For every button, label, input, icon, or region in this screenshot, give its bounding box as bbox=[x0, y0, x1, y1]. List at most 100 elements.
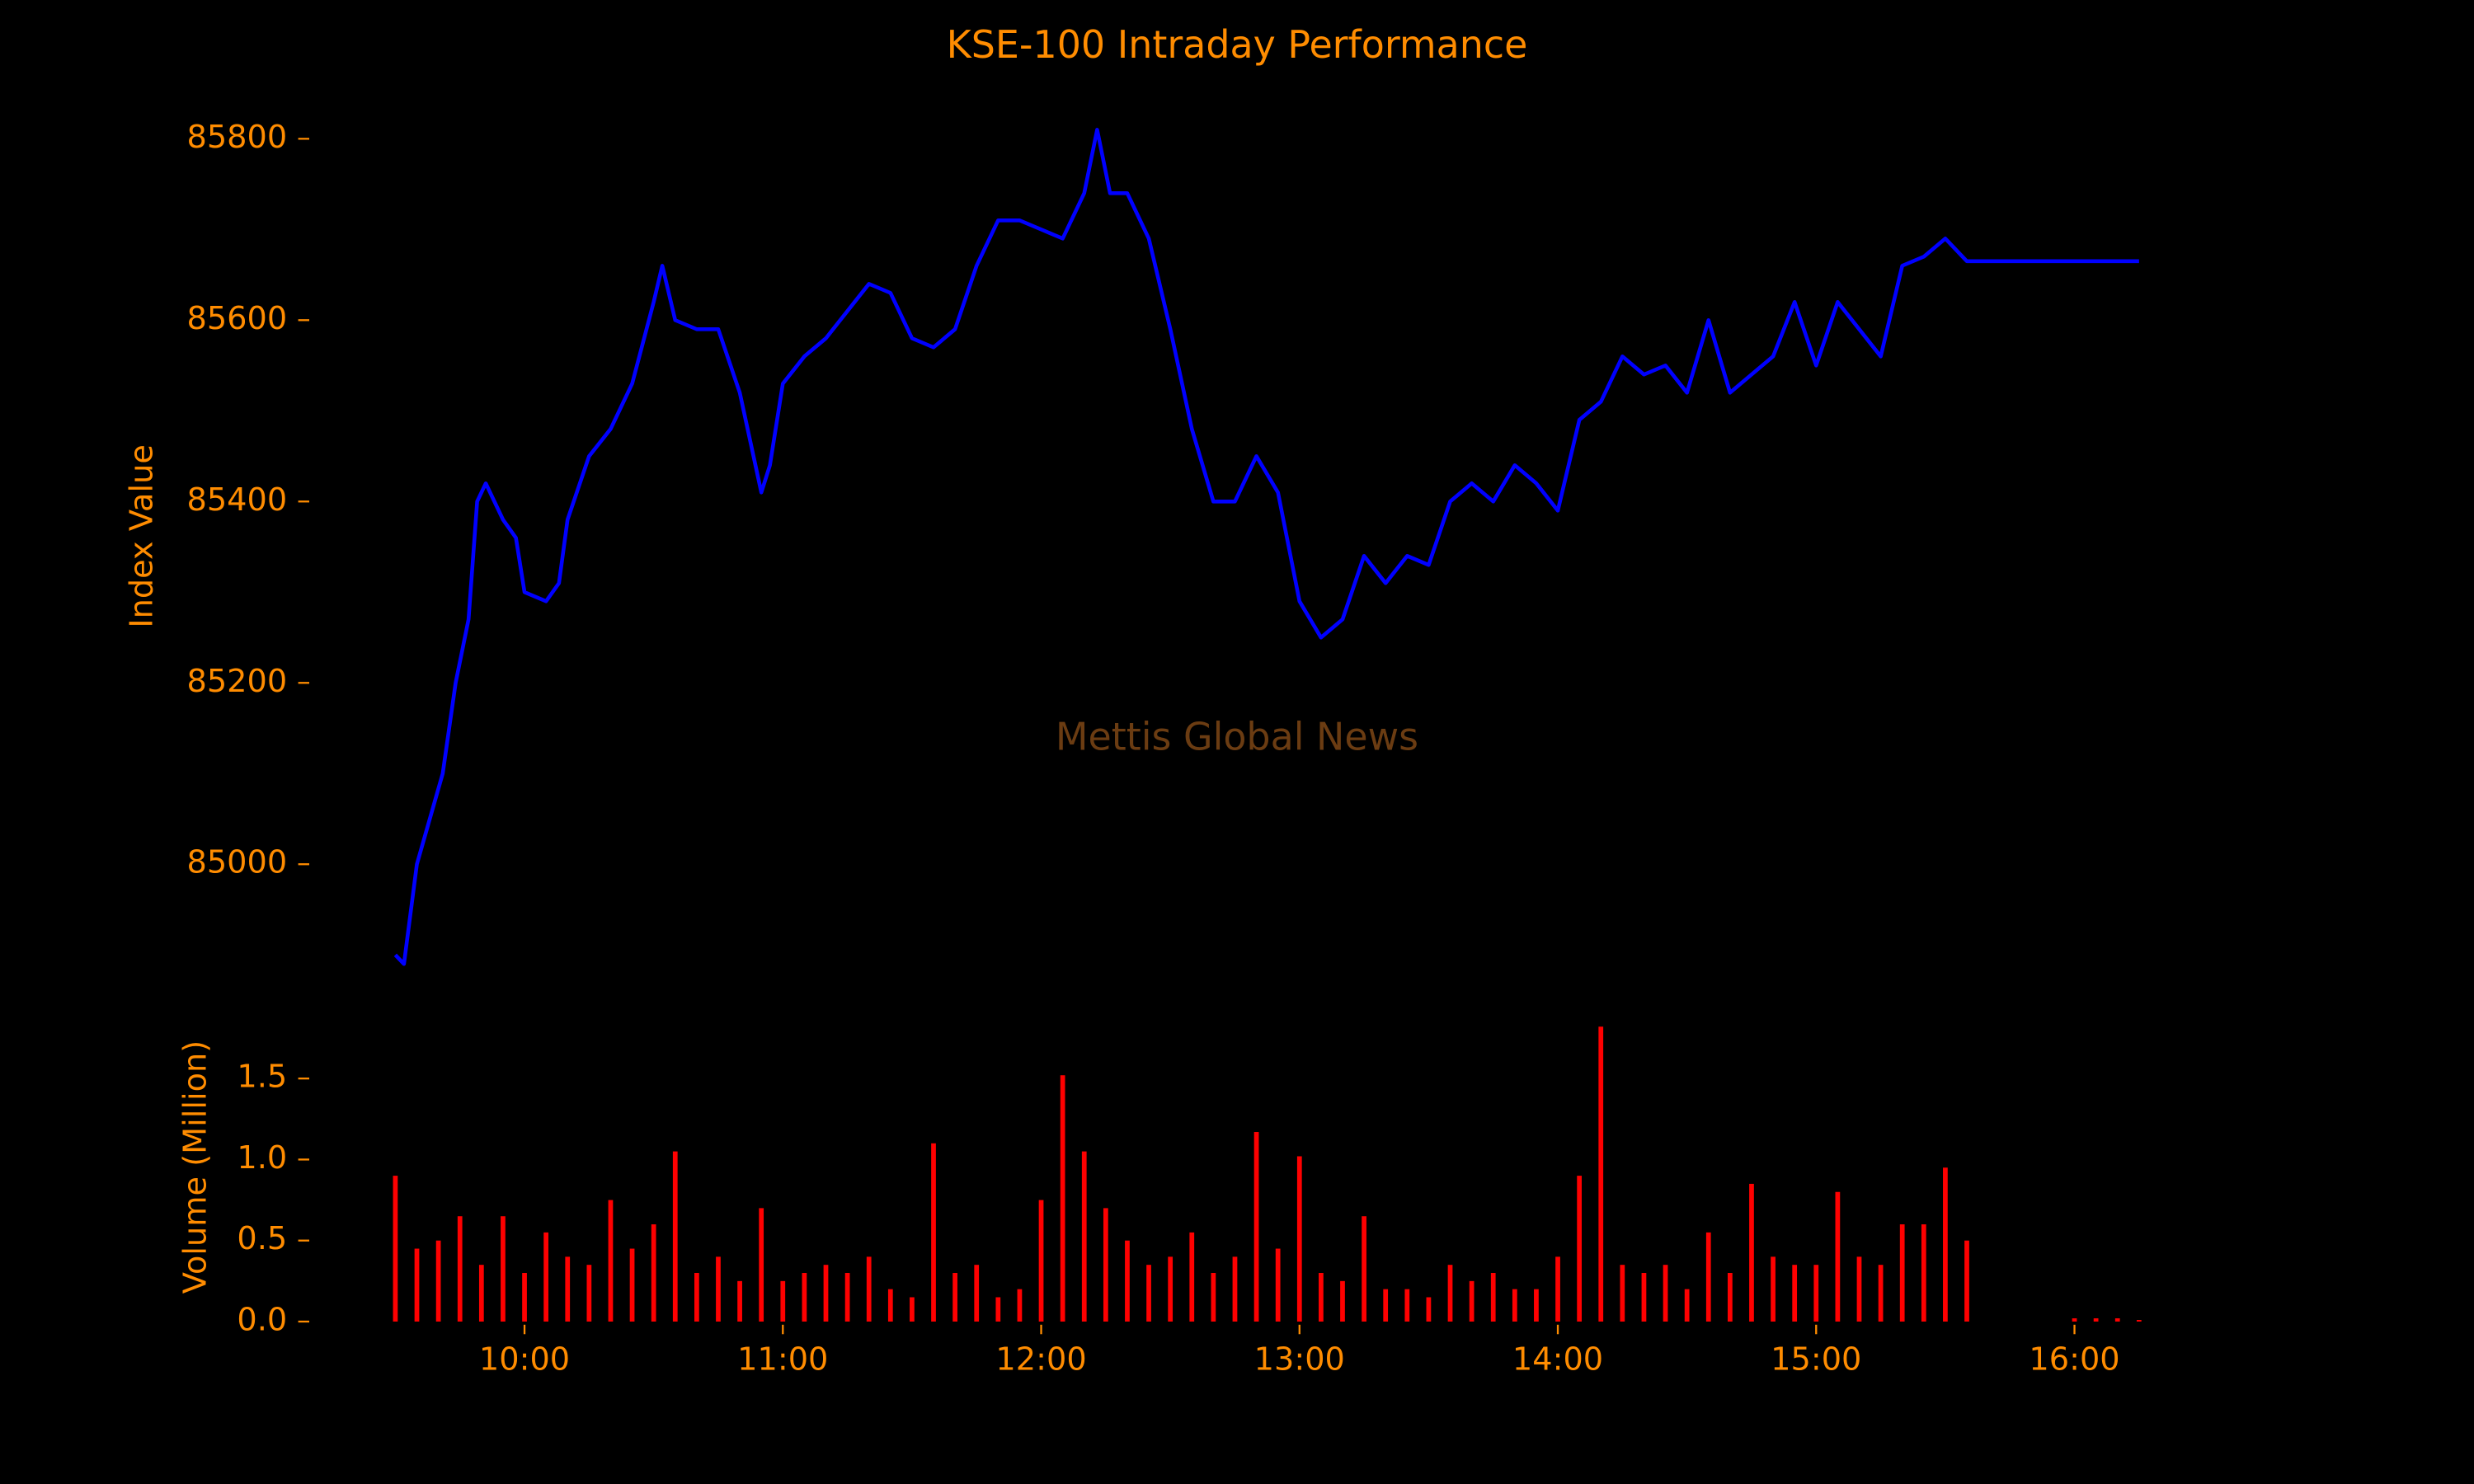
bar bbox=[995, 1297, 1001, 1322]
bar bbox=[2136, 1320, 2142, 1322]
watermark: Mettis Global News bbox=[1056, 715, 1418, 759]
bar bbox=[1577, 1176, 1583, 1322]
bar bbox=[802, 1273, 807, 1322]
x-tick-label: 15:00 bbox=[1771, 1341, 1861, 1378]
bar bbox=[1490, 1273, 1496, 1322]
bar bbox=[1275, 1248, 1281, 1322]
bar bbox=[478, 1265, 484, 1322]
x-tick-label: 16:00 bbox=[2029, 1341, 2119, 1378]
bar bbox=[1447, 1265, 1453, 1322]
bar bbox=[672, 1151, 678, 1322]
bar bbox=[522, 1273, 527, 1322]
bar bbox=[1426, 1297, 1432, 1322]
bar bbox=[608, 1200, 614, 1322]
bar bbox=[1189, 1232, 1195, 1322]
y-tick-label: 85400 bbox=[187, 481, 288, 519]
bar bbox=[457, 1216, 463, 1322]
bar bbox=[1017, 1289, 1023, 1322]
bar bbox=[586, 1265, 592, 1322]
bar bbox=[2114, 1318, 2120, 1322]
y-tick-label: 85600 bbox=[187, 300, 288, 337]
x-tick-label: 13:00 bbox=[1254, 1341, 1345, 1378]
bar bbox=[952, 1273, 957, 1322]
bar bbox=[1856, 1256, 1862, 1322]
y-tick-label: 0.0 bbox=[237, 1301, 287, 1338]
bar bbox=[974, 1265, 980, 1322]
bar bbox=[1404, 1289, 1410, 1322]
bar bbox=[910, 1297, 915, 1322]
x-tick-label: 14:00 bbox=[1512, 1341, 1603, 1378]
chart-title: KSE-100 Intraday Performance bbox=[947, 22, 1528, 67]
bar bbox=[1512, 1289, 1517, 1322]
bar bbox=[759, 1208, 764, 1322]
x-tick-label: 10:00 bbox=[479, 1341, 570, 1378]
bar bbox=[1663, 1265, 1668, 1322]
bar bbox=[1792, 1265, 1798, 1322]
bar bbox=[1081, 1151, 1087, 1322]
bar bbox=[1620, 1265, 1625, 1322]
bar bbox=[780, 1280, 786, 1322]
bar bbox=[1146, 1265, 1151, 1322]
bar bbox=[1253, 1132, 1259, 1322]
bar bbox=[1383, 1289, 1389, 1322]
y-axis-label: Index Value bbox=[124, 444, 161, 627]
bar bbox=[1534, 1289, 1539, 1322]
bar bbox=[716, 1256, 721, 1322]
bar bbox=[737, 1280, 742, 1322]
bar bbox=[1813, 1265, 1819, 1322]
y-tick-label: 85200 bbox=[187, 663, 288, 700]
bar bbox=[1943, 1167, 1948, 1322]
bar bbox=[651, 1224, 656, 1322]
y-tick-label: 85800 bbox=[187, 119, 288, 156]
bar bbox=[844, 1273, 850, 1322]
bar bbox=[1296, 1156, 1302, 1322]
bar bbox=[1168, 1256, 1174, 1322]
bar bbox=[931, 1143, 936, 1322]
x-tick-label: 11:00 bbox=[737, 1341, 828, 1378]
bar bbox=[1211, 1273, 1216, 1322]
bar bbox=[1878, 1265, 1884, 1322]
bar bbox=[823, 1265, 829, 1322]
bar bbox=[1469, 1280, 1475, 1322]
y-tick-label: 0.5 bbox=[237, 1220, 287, 1257]
y-axis-label: Volume (Million) bbox=[177, 1040, 214, 1294]
bar bbox=[543, 1232, 549, 1322]
bar bbox=[1749, 1183, 1754, 1322]
bar bbox=[565, 1256, 571, 1322]
bar bbox=[1340, 1280, 1345, 1322]
bar bbox=[1125, 1240, 1130, 1322]
bar bbox=[1060, 1075, 1065, 1322]
bar bbox=[1319, 1273, 1324, 1322]
bar bbox=[1771, 1256, 1776, 1322]
bar bbox=[1598, 1026, 1604, 1322]
bar bbox=[866, 1256, 872, 1322]
bar bbox=[629, 1248, 635, 1322]
bar bbox=[1362, 1216, 1366, 1322]
bar bbox=[1899, 1224, 1905, 1322]
bar bbox=[1103, 1208, 1108, 1322]
bar bbox=[1727, 1273, 1733, 1322]
bar bbox=[1684, 1289, 1690, 1322]
bar bbox=[1964, 1240, 1969, 1322]
bar bbox=[1921, 1224, 1926, 1322]
bar bbox=[435, 1240, 441, 1322]
bar bbox=[414, 1248, 420, 1322]
bar bbox=[1555, 1256, 1560, 1322]
bar bbox=[501, 1216, 506, 1322]
bar bbox=[2072, 1318, 2077, 1322]
line bbox=[393, 128, 2139, 966]
bar bbox=[1038, 1200, 1044, 1322]
bar bbox=[887, 1289, 893, 1322]
bar bbox=[1641, 1273, 1647, 1322]
y-tick-label: 1.5 bbox=[237, 1059, 287, 1096]
y-tick-label: 85000 bbox=[187, 844, 288, 881]
y-tick-label: 1.0 bbox=[237, 1139, 287, 1176]
bar bbox=[694, 1273, 699, 1322]
x-tick-label: 12:00 bbox=[995, 1341, 1086, 1378]
bar bbox=[1835, 1191, 1841, 1322]
bar bbox=[2093, 1318, 2099, 1322]
bar bbox=[1232, 1256, 1238, 1322]
bar bbox=[1705, 1232, 1711, 1322]
